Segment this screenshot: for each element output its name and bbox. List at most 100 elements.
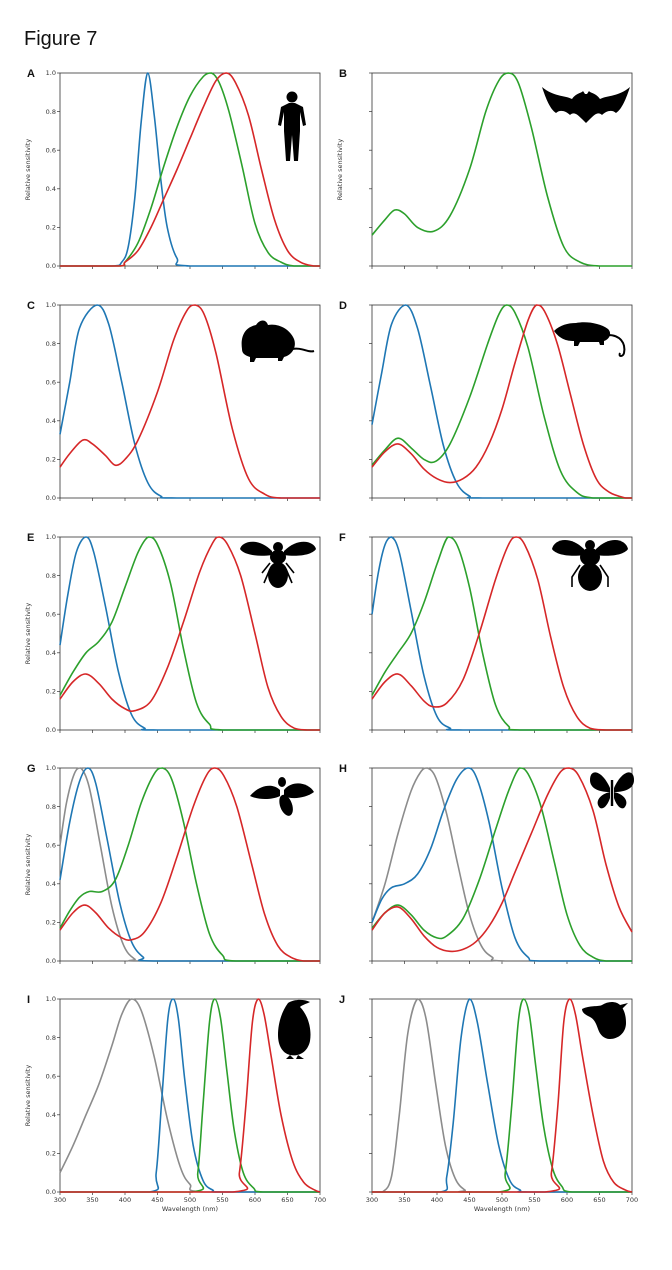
blue-sensitivity-curve	[371, 998, 632, 1193]
y-tick-label: 0.4	[46, 649, 56, 657]
x-tick-label: 650	[281, 1196, 293, 1204]
x-tick-label: 450	[151, 1196, 163, 1204]
y-tick-label: 0.6	[46, 378, 56, 386]
y-tick-label: 0.2	[46, 1150, 56, 1158]
green-sensitivity-curve	[59, 998, 320, 1193]
bee-silhouette-icon	[240, 541, 316, 588]
axes-frame	[371, 998, 633, 1193]
red-sensitivity-curve	[371, 536, 632, 731]
mouse-silhouette-icon	[241, 320, 315, 362]
penguin-silhouette-icon	[278, 999, 311, 1059]
x-tick-label: 400	[119, 1196, 131, 1204]
y-tick-label: 1.0	[46, 995, 56, 1003]
y-tick-label: 0.8	[46, 340, 56, 348]
panel-letter: F	[339, 532, 346, 544]
y-tick-label: 0.4	[46, 880, 56, 888]
gray-sensitivity-curve	[371, 998, 632, 1193]
figure-title: Figure 7	[24, 28, 98, 50]
y-tick-label: 0.8	[46, 572, 56, 580]
butterfly-silhouette-icon	[590, 772, 634, 809]
panel-letter: A	[27, 68, 35, 80]
blue-sensitivity-curve	[371, 304, 632, 499]
y-axis-label: Relative sensitivity	[24, 603, 32, 665]
bumblebee-silhouette-icon	[552, 539, 628, 591]
panel-f: F	[339, 532, 633, 733]
blue-sensitivity-curve	[371, 536, 632, 731]
bird-silhouette-icon	[582, 1002, 628, 1039]
green-sensitivity-curve	[59, 536, 320, 731]
x-tick-label: 600	[561, 1196, 573, 1204]
red-sensitivity-curve	[371, 767, 633, 953]
y-tick-label: 0.2	[46, 919, 56, 927]
blue-sensitivity-curve	[59, 767, 320, 962]
opossum-silhouette-icon	[554, 322, 626, 357]
x-tick-label: 700	[314, 1196, 326, 1204]
green-sensitivity-curve	[371, 998, 632, 1193]
y-tick-label: 1.0	[46, 301, 56, 309]
x-tick-label: 500	[496, 1196, 508, 1204]
x-tick-label: 350	[398, 1196, 410, 1204]
panel-d: D	[339, 300, 633, 501]
x-tick-label: 450	[463, 1196, 475, 1204]
y-tick-label: 1.0	[46, 764, 56, 772]
y-tick-label: 0.8	[46, 803, 56, 811]
y-tick-label: 0.4	[46, 1111, 56, 1119]
panel-letter: G	[27, 763, 36, 775]
x-tick-label: 350	[86, 1196, 98, 1204]
gray-sensitivity-curve	[371, 767, 632, 962]
y-tick-label: 0.6	[46, 610, 56, 618]
panel-letter: D	[339, 300, 347, 312]
y-tick-label: 0.4	[46, 185, 56, 193]
y-tick-label: 0.2	[46, 224, 56, 232]
y-tick-label: 0.0	[46, 262, 56, 270]
panel-c: C 0.0 0.2 0.4 0.6 0.8 1.0	[27, 300, 321, 502]
y-axis-label: Relative sensitivity	[24, 139, 32, 201]
panel-e: E 0.0 0.2 0.4 0.6 0.8 1.0 Relative sensitivity	[24, 532, 321, 734]
panel-letter: E	[27, 532, 34, 544]
y-tick-label: 0.4	[46, 417, 56, 425]
y-tick-label: 1.0	[46, 69, 56, 77]
panel-g: G 0.0 0.2 0.4 0.6 0.8 1.0 Relative sensitivity	[24, 763, 321, 965]
gray-sensitivity-curve	[59, 998, 320, 1193]
panel-h: H	[339, 763, 634, 964]
panel-letter: H	[339, 763, 347, 775]
blue-sensitivity-curve	[60, 72, 320, 267]
red-sensitivity-curve	[59, 304, 320, 499]
green-sensitivity-curve	[371, 767, 632, 962]
axes-frame	[371, 767, 633, 962]
red-sensitivity-curve	[371, 998, 633, 1193]
y-tick-label: 0.2	[46, 688, 56, 696]
y-tick-label: 0.2	[46, 456, 56, 464]
x-tick-label: 500	[184, 1196, 196, 1204]
green-sensitivity-curve	[371, 304, 632, 499]
green-sensitivity-curve	[59, 767, 320, 962]
blue-sensitivity-curve	[59, 304, 320, 499]
panel-i: I 0.0 0.2 0.4 0.6 0.8 1.0 300 350 400 450 500 550 600…	[24, 994, 326, 1213]
panel-j: J 300 350 400 450 500 550 600 650 700 Wavelength (…	[339, 994, 638, 1213]
wasp-silhouette-icon	[250, 777, 314, 816]
green-sensitivity-curve	[60, 72, 320, 267]
blue-sensitivity-curve	[59, 998, 320, 1193]
y-axis-label: Relative sensitivity	[336, 139, 344, 201]
y-tick-label: 0.8	[46, 108, 56, 116]
y-tick-label: 0.0	[46, 957, 56, 965]
y-axis-label: Relative sensitivity	[24, 834, 32, 896]
green-sensitivity-curve	[371, 72, 632, 267]
y-tick-label: 0.8	[46, 1034, 56, 1042]
panel-a: A 0.0 0.2 0.4 0.6 0.8 1.0 Relative sensitivity	[24, 68, 321, 270]
y-tick-label: 1.0	[46, 533, 56, 541]
x-tick-label: 700	[626, 1196, 638, 1204]
panel-letter: J	[339, 994, 345, 1006]
blue-sensitivity-curve	[59, 536, 320, 731]
y-tick-label: 0.6	[46, 146, 56, 154]
red-sensitivity-curve	[60, 72, 320, 267]
x-axis-label: Wavelength (nm)	[474, 1205, 530, 1213]
x-tick-label: 600	[249, 1196, 261, 1204]
y-tick-label: 0.0	[46, 494, 56, 502]
y-tick-label: 0.6	[46, 1072, 56, 1080]
red-sensitivity-curve	[371, 304, 632, 499]
panel-b: B Relative sensitivity	[336, 68, 633, 269]
y-tick-label: 0.0	[46, 1188, 56, 1196]
x-tick-label: 400	[431, 1196, 443, 1204]
